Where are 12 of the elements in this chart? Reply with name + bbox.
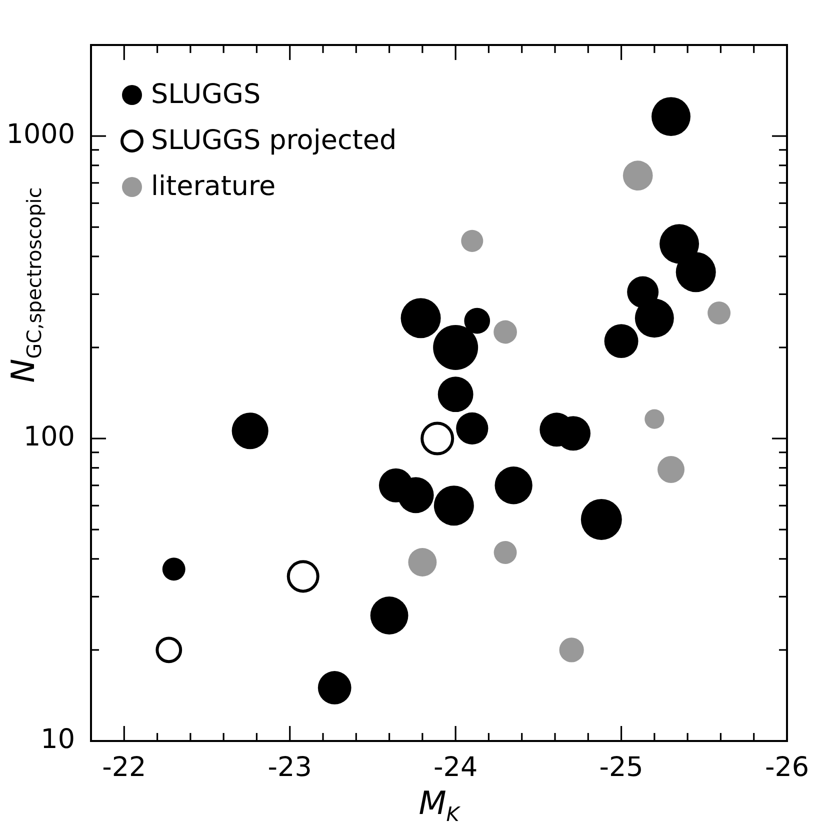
x-tick-label: -25 xyxy=(599,752,644,784)
y-tick-label: 1000 xyxy=(6,119,75,150)
x-tick-label: -22 xyxy=(102,752,146,784)
legend-label: SLUGGS projected xyxy=(151,125,397,156)
x-axis-title: M$_{K}$ xyxy=(418,784,460,826)
legend-label: literature xyxy=(151,171,276,202)
x-tick-label: -23 xyxy=(268,752,312,784)
y-tick-label: 10 xyxy=(40,724,75,756)
x-tick-label: -24 xyxy=(434,752,478,784)
legend-label: SLUGGS xyxy=(151,79,261,110)
y-tick-label: 100 xyxy=(23,422,75,453)
x-tick-label: -26 xyxy=(764,752,810,784)
